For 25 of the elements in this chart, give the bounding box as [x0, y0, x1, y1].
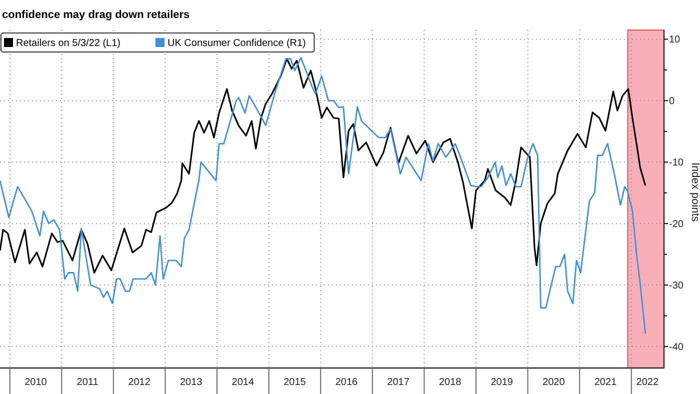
x-tick-label: 2013 — [180, 377, 203, 388]
y2-axis-title: Index points — [689, 162, 700, 222]
y-tick-label: -20 — [669, 219, 684, 230]
y-tick-label: 0 — [669, 96, 675, 108]
line-series — [0, 58, 646, 274]
legend-label: UK Consumer Confidence (R1) — [168, 38, 306, 49]
y-tick-label: -40 — [669, 342, 684, 353]
x-tick-label: 2011 — [76, 377, 99, 388]
legend-label: Retailers on 5/3/22 (L1) — [16, 38, 121, 49]
x-tick-label: 2015 — [284, 377, 306, 388]
x-tick-label: 2021 — [594, 377, 618, 388]
x-tick-label: 2017 — [387, 377, 410, 388]
line-series — [0, 56, 646, 334]
x-tick-label: 2016 — [335, 377, 358, 388]
x-tick-label: 2022 — [636, 377, 659, 388]
y-tick-label: -30 — [669, 280, 684, 292]
chart-title: confidence may drag down retailers — [2, 9, 190, 21]
x-tick-label: 2012 — [128, 377, 151, 388]
y-tick-label: -10 — [669, 158, 684, 169]
x-tick-label: 2014 — [232, 377, 254, 388]
y-tick-label: 10 — [669, 34, 681, 46]
x-tick-label: 2020 — [542, 377, 566, 388]
x-tick-label: 2019 — [490, 377, 514, 388]
x-tick-label: 2010 — [24, 377, 48, 388]
x-tick-label: 2018 — [438, 377, 462, 388]
